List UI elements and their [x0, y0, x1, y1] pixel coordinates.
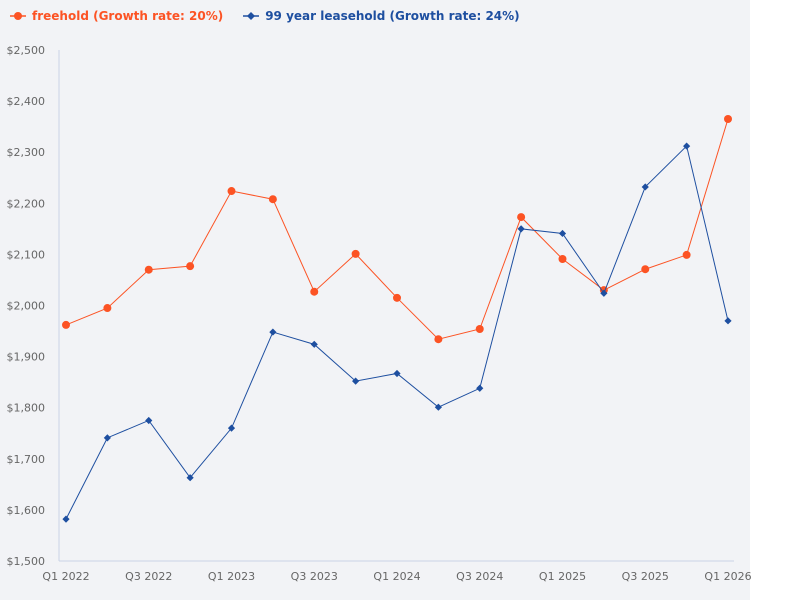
data-point-diamond[interactable] [352, 377, 360, 385]
data-point-diamond[interactable] [600, 289, 608, 297]
y-tick-label: $1,600 [7, 504, 46, 517]
data-point-diamond[interactable] [517, 225, 525, 233]
x-tick-label: Q1 2024 [373, 570, 420, 583]
data-point-circle[interactable] [351, 249, 360, 258]
x-tick-label: Q3 2022 [125, 570, 172, 583]
series-freehold [62, 114, 732, 344]
data-point-circle[interactable] [682, 250, 691, 259]
data-point-circle[interactable] [641, 265, 650, 274]
data-point-circle[interactable] [393, 293, 401, 302]
y-tick-label: $2,300 [7, 146, 46, 159]
data-point-circle[interactable] [434, 335, 443, 344]
data-point-diamond[interactable] [62, 515, 70, 523]
data-point-circle[interactable] [186, 262, 195, 271]
data-point-circle[interactable] [475, 325, 484, 334]
y-tick-label: $1,500 [7, 555, 46, 568]
y-tick-label: $1,800 [7, 402, 46, 415]
y-axis: $1,500 $1,600 $1,700 $1,800 $1,900 $2,000 $2,1… [7, 44, 60, 568]
data-point-circle[interactable] [724, 114, 732, 123]
data-point-circle[interactable] [227, 187, 236, 196]
y-tick-label: $1,900 [7, 351, 46, 364]
data-point-diamond[interactable] [310, 340, 318, 348]
data-point-diamond[interactable] [434, 403, 442, 411]
x-tick-label: Q3 2023 [291, 570, 338, 583]
x-tick-label: Q1 2026 [704, 570, 751, 583]
data-point-diamond[interactable] [145, 416, 153, 425]
data-point-diamond[interactable] [683, 142, 691, 150]
y-tick-label: $2,100 [7, 248, 46, 261]
data-point-circle[interactable] [144, 265, 153, 274]
series-layer [62, 114, 732, 523]
x-axis: Q1 2022 Q3 2022 Q1 2023 Q3 2023 Q1 2024 Q3 20… [42, 560, 752, 583]
y-tick-label: $2,000 [7, 300, 46, 313]
series-leasehold [62, 142, 732, 523]
legend-label-leasehold: 99 year leasehold (Growth rate: 24%) [265, 9, 520, 23]
legend-item-leasehold[interactable]: 99 year leasehold (Growth rate: 24%) [243, 9, 520, 23]
data-point-diamond[interactable] [227, 424, 236, 432]
chart-background [0, 0, 750, 600]
x-tick-label: Q3 2025 [622, 570, 669, 583]
x-tick-label: Q1 2023 [208, 570, 255, 583]
x-tick-label: Q3 2024 [456, 570, 503, 583]
diamond-marker-icon [243, 12, 260, 20]
y-tick-label: $2,500 [7, 44, 46, 57]
chart-legend: freehold (Growth rate: 20%) 99 year leas… [10, 9, 520, 23]
data-point-diamond[interactable] [641, 183, 649, 191]
data-point-circle[interactable] [268, 195, 277, 204]
data-point-circle[interactable] [62, 320, 70, 329]
circle-marker-icon [10, 12, 26, 20]
data-point-diamond[interactable] [724, 317, 732, 325]
y-tick-label: $1,700 [7, 453, 46, 466]
legend-item-freehold[interactable]: freehold (Growth rate: 20%) [10, 9, 223, 23]
x-tick-label: Q1 2022 [42, 570, 89, 583]
data-point-circle[interactable] [310, 287, 319, 296]
x-tick-label: Q1 2025 [539, 570, 586, 583]
data-point-diamond[interactable] [269, 328, 277, 336]
y-tick-label: $2,200 [7, 197, 46, 210]
legend-label-freehold: freehold (Growth rate: 20%) [32, 9, 224, 23]
data-point-diamond[interactable] [476, 384, 484, 392]
data-point-circle[interactable] [558, 254, 567, 263]
data-point-diamond[interactable] [103, 434, 111, 442]
data-point-circle[interactable] [517, 213, 526, 222]
data-point-diamond[interactable] [186, 474, 194, 482]
data-point-diamond[interactable] [558, 229, 567, 238]
data-point-circle[interactable] [103, 304, 112, 313]
data-point-diamond[interactable] [393, 369, 401, 378]
y-tick-label: $2,400 [7, 95, 46, 108]
series-line [65, 145, 729, 520]
